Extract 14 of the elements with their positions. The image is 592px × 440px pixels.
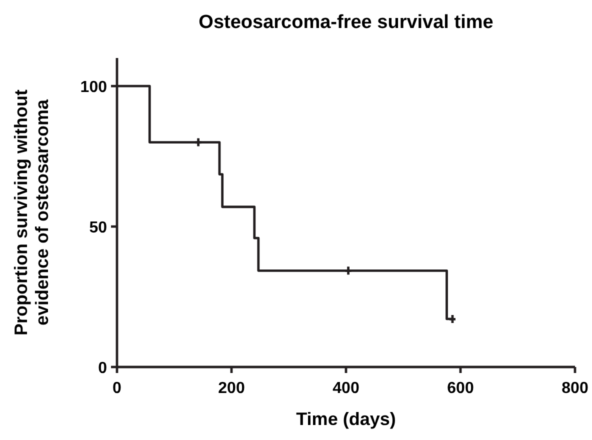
- point: [195, 138, 202, 146]
- x-tick-label: 600: [447, 380, 474, 397]
- x-tick-label: 200: [218, 380, 245, 397]
- y-tick-label: 50: [89, 220, 108, 237]
- y-axis-title: Proportion surviving without evidence of osteosarcoma: [10, 88, 53, 338]
- chart-title: Osteosarcoma-free survival time: [198, 12, 494, 33]
- y-tick-label: 100: [80, 79, 108, 96]
- y-tick-label: 0: [98, 360, 108, 377]
- point: [345, 266, 352, 275]
- x-tick-label: 400: [332, 380, 360, 397]
- x-axis-title: Time (days): [296, 409, 396, 429]
- x-tick-label: 0: [112, 380, 122, 397]
- x-tick-label: 800: [562, 380, 588, 397]
- point: [449, 314, 456, 323]
